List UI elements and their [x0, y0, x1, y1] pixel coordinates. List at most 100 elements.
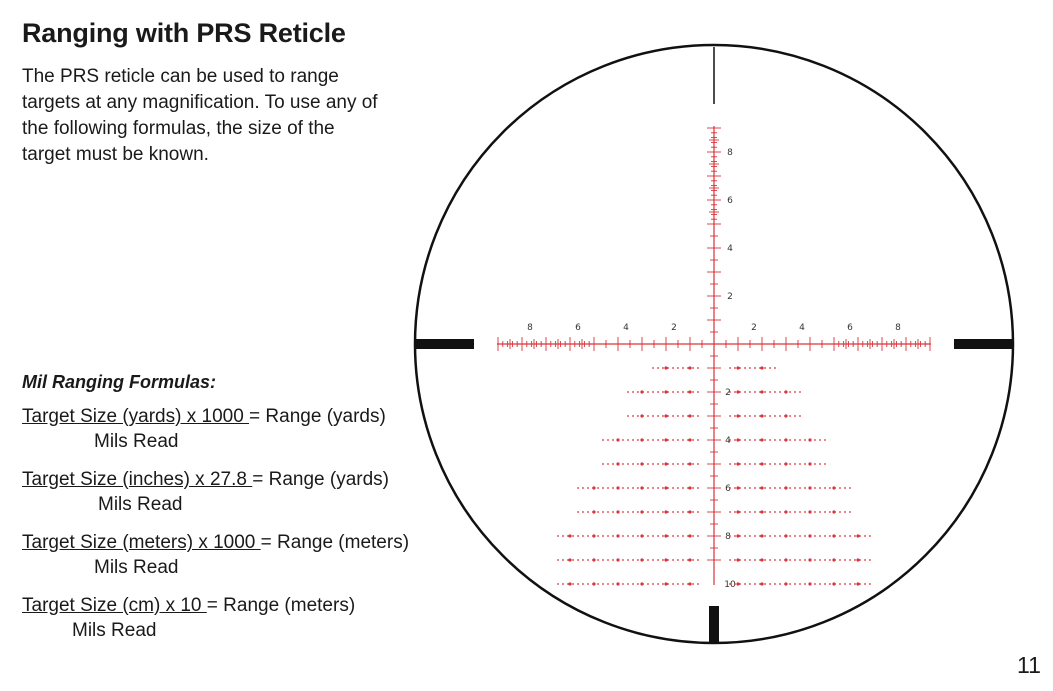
holdover-dot [774, 583, 776, 585]
holdover-dot [562, 535, 564, 537]
holdover-dot [734, 559, 736, 561]
holdover-dot [622, 583, 624, 585]
holdover-dot [612, 487, 614, 489]
holdover-dot [697, 535, 699, 537]
holdover-dot [829, 583, 831, 585]
holdover-dot [729, 583, 731, 585]
holdover-dot [839, 535, 841, 537]
holdover-dot [804, 487, 806, 489]
holdover-dot [652, 415, 654, 417]
formula-numerator: Target Size (cm) x 10 [22, 595, 207, 616]
holdover-dot [814, 463, 816, 465]
holdover-mil-dot [688, 558, 692, 562]
holdover-dot [562, 559, 564, 561]
holdover-dot [587, 535, 589, 537]
holdover-dot [769, 391, 771, 393]
holdover-dot [672, 487, 674, 489]
holdover-mil-dot [832, 486, 836, 490]
holdover-dot [774, 511, 776, 513]
holdover-dot [562, 583, 564, 585]
holdover-mil-dot [760, 390, 764, 394]
holdover-dot [637, 487, 639, 489]
holdover-dot [734, 463, 736, 465]
holdover-dot [662, 391, 664, 393]
holdover-dot [657, 391, 659, 393]
holdover-dot [849, 535, 851, 537]
holdover-dot [627, 463, 629, 465]
holdover-dot [677, 535, 679, 537]
holdover-dot [754, 487, 756, 489]
holdover-dot [869, 583, 871, 585]
holdover-dot [607, 535, 609, 537]
holdover-dot [647, 415, 649, 417]
holdover-dot [739, 367, 741, 369]
holdover-mil-dot [616, 534, 620, 538]
holdover-dot [672, 463, 674, 465]
holdover-dot [729, 415, 731, 417]
holdover-dot [739, 391, 741, 393]
holdover-dot [819, 463, 821, 465]
holdover-dot [602, 439, 604, 441]
holdover-dot [759, 511, 761, 513]
holdover-dot [677, 391, 679, 393]
holdover-dot [769, 463, 771, 465]
holdover-mil-dot [640, 390, 644, 394]
holdover-dot [577, 487, 579, 489]
holdover-mil-dot [832, 510, 836, 514]
holdover-dot [637, 391, 639, 393]
holdover-mil-dot [760, 438, 764, 442]
holdover-mil-dot [736, 462, 740, 466]
holdover-dot [739, 463, 741, 465]
holdover-mil-dot [736, 582, 740, 586]
holdover-dot [779, 415, 781, 417]
holdover-dot [587, 583, 589, 585]
holdover-dot [632, 463, 634, 465]
holdover-dot [779, 559, 781, 561]
holdover-mil-dot [616, 486, 620, 490]
intro-paragraph: The PRS reticle can be used to range tar… [22, 66, 378, 165]
holdover-dot [754, 583, 756, 585]
holdover-dot [572, 559, 574, 561]
holdover-dot [667, 583, 669, 585]
holdover-dot [577, 511, 579, 513]
holdover-dot [819, 535, 821, 537]
holdover-mil-dot [664, 534, 668, 538]
holdover-mil-dot [664, 558, 668, 562]
holdover-dot [744, 367, 746, 369]
holdover-dot [734, 511, 736, 513]
holdover-mil-dot [856, 558, 860, 562]
holdover-mil-dot [640, 534, 644, 538]
holdover-dot [597, 559, 599, 561]
holdover-dot [697, 367, 699, 369]
right-mil-label: 8 [895, 323, 901, 333]
holdover-dot [754, 439, 756, 441]
holdover-dot [789, 559, 791, 561]
holdover-dot [682, 535, 684, 537]
holdover-dot [779, 439, 781, 441]
holdover-dot [754, 463, 756, 465]
holdover-dot [657, 535, 659, 537]
holdover-dot [627, 535, 629, 537]
holdover-dot [567, 583, 569, 585]
holdover-dot [632, 439, 634, 441]
holdover-dot [764, 391, 766, 393]
holdover-dot [612, 463, 614, 465]
holdover-dot [667, 439, 669, 441]
holdover-dot [607, 583, 609, 585]
holdover-dot [637, 559, 639, 561]
holdover-dot [769, 559, 771, 561]
holdover-dot [749, 439, 751, 441]
holdover-mil-dot [736, 486, 740, 490]
holdover-dot [647, 487, 649, 489]
holdover-dot [692, 583, 694, 585]
holdover-dot [597, 583, 599, 585]
holdover-dot [769, 535, 771, 537]
formulas-heading: Mil Ranging Formulas: [22, 372, 217, 392]
holdover-dot [729, 367, 731, 369]
holdover-dot [749, 583, 751, 585]
holdover-mil-dot [616, 510, 620, 514]
holdover-dot [804, 583, 806, 585]
holdover-mil-dot [640, 414, 644, 418]
holdover-dot [824, 439, 826, 441]
holdover-dot [677, 583, 679, 585]
